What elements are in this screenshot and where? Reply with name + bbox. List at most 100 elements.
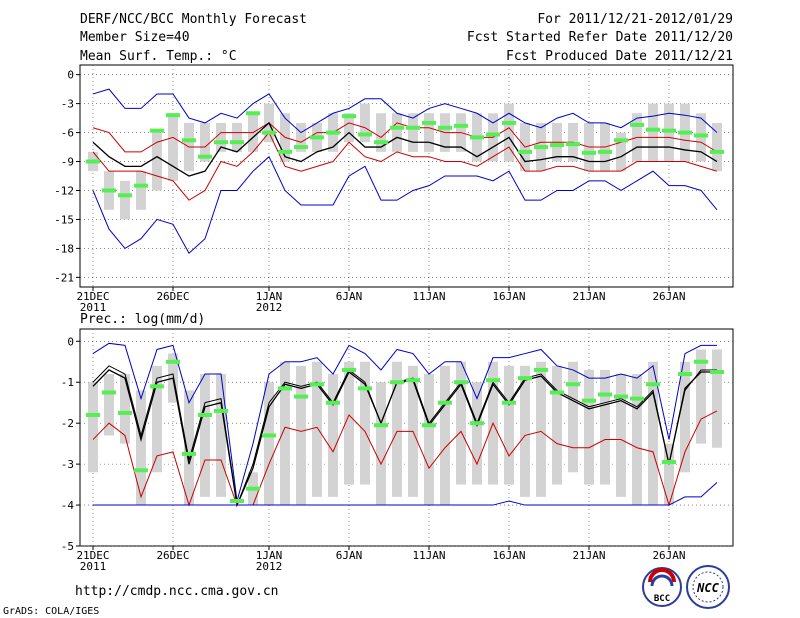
spread-box	[600, 369, 610, 485]
x-tick-label: 21JAN	[572, 290, 605, 303]
header-variable: Mean Surf. Temp.: °C	[80, 49, 237, 64]
median-mark	[230, 140, 244, 145]
x-tick-label: 11JAN	[412, 290, 445, 303]
x-tick-label: 6JAN	[336, 290, 363, 303]
median-mark	[518, 149, 532, 154]
x-tick-label: 26JAN	[652, 290, 685, 303]
x-tick-label: 1JAN	[256, 549, 283, 562]
median-mark	[438, 400, 452, 405]
median-mark	[102, 188, 116, 193]
median-mark	[294, 145, 308, 150]
spread-box	[504, 365, 514, 485]
median-mark	[550, 143, 564, 148]
x-tick-label: 1JAN	[256, 290, 283, 303]
ncc-logo: NCC	[686, 565, 730, 609]
series-line-min	[93, 482, 718, 506]
median-mark	[470, 421, 484, 426]
median-mark	[150, 384, 164, 389]
spread-box	[616, 374, 626, 497]
x-tick-label: 21JAN	[572, 549, 605, 562]
y-tick-label: 0	[67, 69, 74, 82]
spread-box	[168, 113, 178, 181]
median-mark	[470, 135, 484, 140]
median-mark	[278, 386, 292, 391]
median-mark	[582, 150, 596, 155]
footer-url[interactable]: http://cmdp.ncc.cma.gov.cn	[75, 584, 279, 599]
median-mark	[502, 120, 516, 125]
x-tick-label: 21DEC	[76, 549, 109, 562]
median-mark	[678, 130, 692, 135]
median-mark	[198, 154, 212, 159]
median-mark	[646, 127, 660, 132]
median-mark	[214, 140, 228, 145]
header-period: For 2011/12/21-2012/01/29	[537, 12, 733, 27]
spread-box	[296, 365, 306, 506]
x-tick-label: 11JAN	[412, 549, 445, 562]
median-mark	[342, 367, 356, 372]
series-line-mean	[92, 121, 718, 177]
median-mark	[150, 128, 164, 133]
spread-box	[584, 369, 594, 485]
median-mark	[246, 486, 260, 491]
median-mark	[166, 359, 180, 364]
spread-box	[440, 365, 450, 506]
spread-box	[344, 113, 354, 143]
series-line-min	[92, 155, 718, 255]
plot-frame	[79, 328, 734, 547]
spread-box	[88, 382, 98, 473]
median-mark	[614, 138, 628, 143]
spread-box	[200, 122, 210, 162]
y-tick-label: -9	[61, 156, 74, 169]
median-mark	[630, 396, 644, 401]
y-tick-label: -3	[61, 458, 74, 471]
median-mark	[326, 400, 340, 405]
spread-box	[680, 361, 690, 473]
spread-box	[136, 171, 146, 210]
spread-box	[280, 361, 290, 506]
median-mark	[182, 138, 196, 143]
median-mark	[406, 378, 420, 383]
series-line-upper	[92, 365, 717, 507]
median-mark	[278, 149, 292, 154]
median-mark	[710, 369, 724, 374]
median-mark	[550, 390, 564, 395]
median-mark	[566, 142, 580, 147]
spread-box	[504, 103, 514, 162]
spread-box	[120, 180, 130, 220]
spread-box	[520, 365, 530, 497]
median-mark	[342, 114, 356, 119]
spread-box	[392, 113, 402, 152]
spread-box	[696, 349, 706, 444]
median-mark	[326, 130, 340, 135]
spread-box	[472, 382, 482, 485]
median-mark	[294, 394, 308, 399]
median-mark	[86, 412, 100, 417]
spread-box	[344, 361, 354, 485]
series-line-mean	[92, 369, 717, 508]
y-tick-label: -2	[61, 417, 74, 430]
median-mark	[502, 400, 516, 405]
median-mark	[358, 386, 372, 391]
median-mark	[678, 372, 692, 377]
median-mark	[358, 132, 372, 137]
spread-box	[152, 132, 162, 191]
median-mark	[230, 498, 244, 503]
spread-box	[424, 374, 434, 506]
spread-box	[312, 361, 322, 497]
median-mark	[534, 145, 548, 150]
header-member-size: Member Size=40	[80, 30, 190, 45]
median-mark	[262, 130, 276, 135]
median-mark	[614, 394, 628, 399]
x-tick-year: 2012	[256, 560, 283, 573]
median-mark	[646, 382, 660, 387]
spread-box	[184, 390, 194, 506]
median-mark	[390, 125, 404, 130]
median-mark	[374, 140, 388, 145]
median-mark	[566, 382, 580, 387]
spread-box	[264, 382, 274, 506]
spread-box	[328, 374, 338, 497]
median-mark	[598, 392, 612, 397]
series-line-max	[92, 342, 717, 502]
